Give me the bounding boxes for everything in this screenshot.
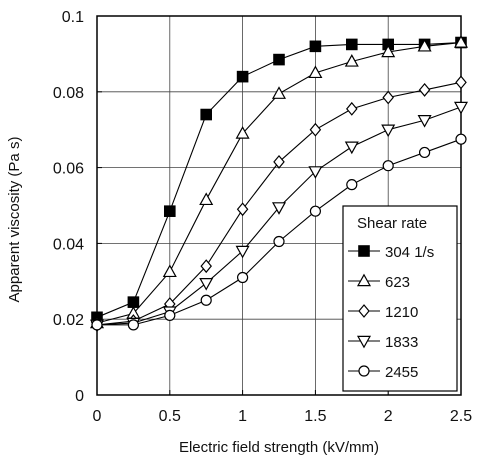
y-axis-label: Apparent viscosity (Pa s) [6,137,23,303]
data-point [235,126,250,139]
data-point [273,235,285,248]
series-group [89,101,469,333]
series-group [91,133,467,331]
data-point [344,141,359,155]
y-tick-label: 0 [75,388,84,405]
data-point [271,86,287,99]
data-point [200,294,212,306]
data-point [309,205,321,217]
data-point [164,309,176,322]
data-point [271,202,287,215]
data-point [453,101,469,115]
data-point [346,101,358,116]
data-point [358,245,370,257]
legend-label: 623 [385,274,410,291]
data-point [199,277,214,291]
data-point [162,264,177,278]
data-point [308,166,323,179]
data-point [199,192,214,206]
series [89,35,469,333]
data-point [358,304,370,318]
data-point [346,179,358,191]
y-tick-label: 0.1 [62,9,84,26]
x-tick-label: 1 [238,408,247,425]
y-tick-label: 0.06 [53,161,84,178]
x-tick-label: 0 [93,408,102,425]
y-tick-label: 0.02 [53,312,84,329]
data-point [346,38,358,51]
plot-frame [96,15,462,396]
legend-title: Shear rate [357,215,427,232]
data-point [308,65,323,79]
data-point [356,335,372,349]
data-point [418,82,431,97]
x-tick-label: 1.5 [304,408,326,425]
x-axis-label: Electric field strength (kV/mm) [179,439,379,456]
data-point [381,124,396,138]
y-tick-label: 0.04 [53,236,84,253]
data-point [200,108,212,121]
legend-label: 2455 [385,364,418,381]
data-point [344,54,359,67]
data-point [236,70,249,83]
data-point [358,365,370,377]
data-point [235,245,250,259]
data-point [200,259,212,274]
data-point [91,319,103,331]
data-point [127,296,140,308]
data-point [127,319,139,331]
series-group [89,35,469,329]
data-point [309,122,322,137]
data-point [356,273,372,287]
legend-label: 1210 [385,304,418,321]
data-point [381,44,396,58]
data-point [455,75,467,90]
legend: Shear rate 304 1/s 623 1210 1833 2455 [342,205,458,392]
legend-box [342,205,458,392]
data-point [382,90,394,105]
data-point [455,133,467,145]
legend-label: 1833 [385,334,418,351]
data-point [417,38,432,52]
data-point [382,160,394,172]
data-point [236,202,249,217]
data-point [309,40,322,53]
x-tick-label: 0.5 [159,408,181,425]
data-point [273,154,285,169]
data-point [237,271,249,284]
data-point [164,205,176,217]
x-tick-label: 2 [384,408,393,425]
legend-label: 304 1/s [385,244,434,261]
data-point [419,146,431,159]
data-point [453,35,469,48]
x-tick-label: 2.5 [450,408,472,425]
data-point [273,53,285,66]
y-tick-label: 0.08 [53,85,84,102]
data-point [417,115,432,128]
